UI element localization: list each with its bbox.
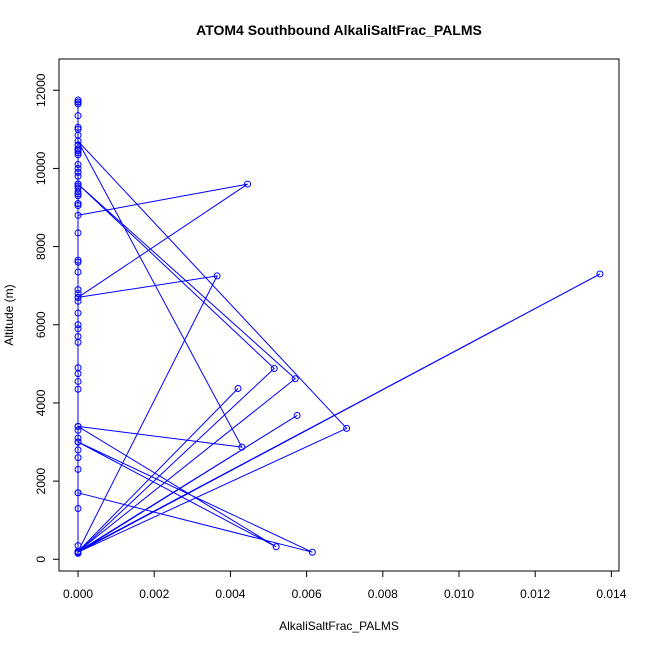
data-point: [74, 446, 82, 454]
data-point: [213, 272, 221, 280]
data-point: [74, 504, 82, 512]
x-tick-label: 0.010: [444, 587, 474, 601]
data-point: [74, 385, 82, 393]
data-point: [74, 256, 82, 264]
data-point: [74, 434, 82, 442]
data-point: [74, 290, 82, 298]
data-point: [74, 172, 82, 180]
data-point: [74, 164, 82, 172]
data-point: [293, 411, 301, 419]
chart-title: ATOM4 Southbound AlkaliSaltFrac_PALMS: [196, 22, 482, 38]
data-point: [74, 200, 82, 208]
series-points: [74, 96, 604, 557]
data-point: [74, 211, 82, 219]
data-point: [74, 184, 82, 192]
data-point: [74, 98, 82, 106]
data-point: [74, 123, 82, 131]
x-tick-label: 0.004: [215, 587, 245, 601]
data-point: [74, 325, 82, 333]
data-point: [308, 548, 316, 556]
series-line: [76, 100, 601, 554]
data-point: [74, 489, 82, 497]
data-point: [74, 180, 82, 188]
y-tick-label: 4000: [34, 389, 48, 416]
data-point: [74, 100, 82, 108]
data-point: [74, 438, 82, 446]
y-tick-label: 10000: [34, 151, 48, 185]
data-point: [74, 426, 82, 434]
data-point: [74, 192, 82, 200]
data-point: [74, 268, 82, 276]
data-point: [74, 465, 82, 473]
data-point: [74, 112, 82, 120]
plot-frame: [58, 58, 620, 572]
data-point: [238, 443, 246, 451]
data-point: [74, 297, 82, 305]
series-lines: [76, 100, 601, 554]
data-point: [270, 365, 278, 373]
data-point: [74, 202, 82, 210]
data-point: [596, 270, 604, 278]
y-tick-label: 0: [34, 556, 48, 563]
data-point: [74, 145, 82, 153]
data-point: [74, 149, 82, 157]
x-axis-label: AlkaliSaltFrac_PALMS: [279, 619, 399, 633]
x-tick-label: 0.014: [596, 587, 626, 601]
data-point: [74, 422, 82, 430]
y-tick-label: 6000: [34, 311, 48, 338]
data-point: [74, 321, 82, 329]
data-point: [74, 258, 82, 266]
data-point: [74, 548, 82, 556]
data-point: [74, 188, 82, 196]
data-point: [74, 377, 82, 385]
x-tick-label: 0.008: [368, 587, 398, 601]
data-point: [74, 137, 82, 145]
data-point: [74, 141, 82, 149]
data-point: [74, 454, 82, 462]
x-tick-label: 0.012: [520, 587, 550, 601]
x-tick-label: 0.002: [139, 587, 169, 601]
x-tick-label: 0.006: [292, 587, 322, 601]
data-point: [74, 96, 82, 104]
data-point: [291, 375, 299, 383]
data-point: [74, 161, 82, 169]
data-point: [74, 332, 82, 340]
data-point: [234, 384, 242, 392]
data-point: [74, 229, 82, 237]
data-point: [74, 293, 82, 301]
data-point: [74, 364, 82, 372]
y-axis: 0 2000 4000 6000 8000 10000 12000: [34, 73, 60, 563]
data-point: [74, 309, 82, 317]
y-tick-label: 2000: [34, 467, 48, 494]
data-point: [74, 125, 82, 133]
data-point: [74, 286, 82, 294]
y-tick-label: 8000: [34, 233, 48, 260]
data-point: [272, 543, 280, 551]
x-axis: 0.000 0.002 0.004 0.006 0.008 0.010 0.012 0.014: [63, 570, 627, 601]
data-point: [343, 424, 351, 432]
data-point: [244, 180, 252, 188]
y-axis-label: Altitude (m): [2, 284, 16, 345]
data-point: [74, 168, 82, 176]
y-tick-label: 12000: [34, 73, 48, 107]
x-tick-label: 0.000: [63, 587, 93, 601]
